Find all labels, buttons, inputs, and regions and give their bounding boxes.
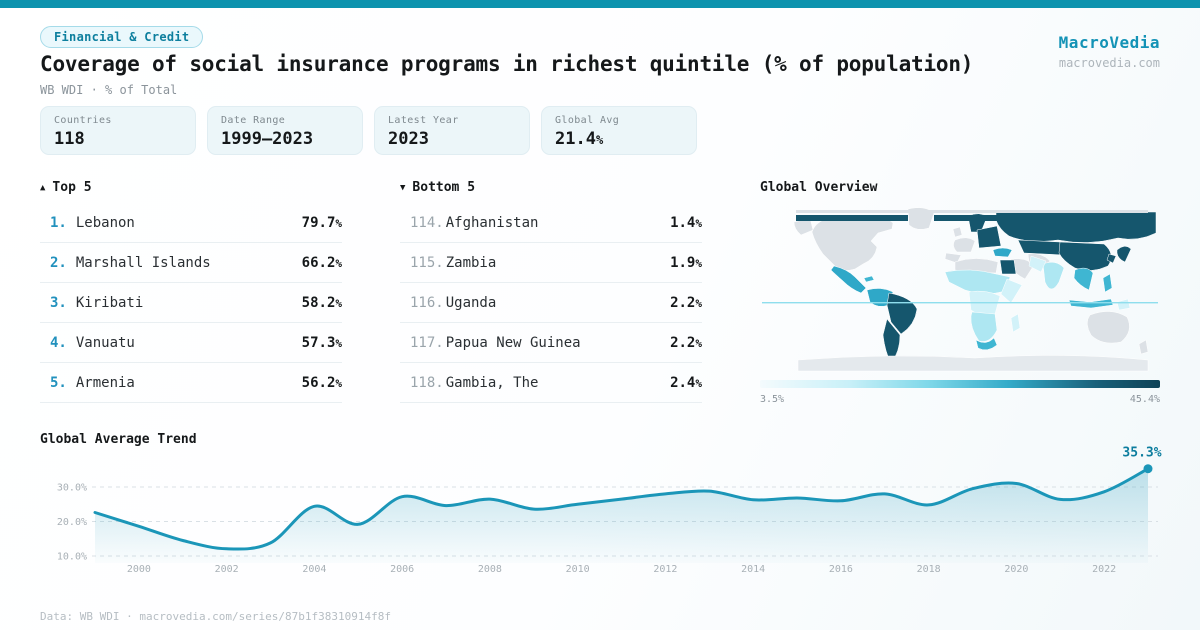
svg-text:2016: 2016 [829,564,853,575]
country-value: 1.4% [670,214,702,231]
svg-text:2000: 2000 [127,564,151,575]
top5-rows: 1. Lebanon 79.7% 2. Marshall Islands 66.… [40,203,342,403]
country-value: 1.9% [670,254,702,271]
stat-card-global-avg: Global Avg 21.4% [541,106,697,155]
list-item: 114. Afghanistan 1.4% [400,203,702,243]
stat-card-latest-year: Latest Year 2023 [374,106,530,155]
svg-text:2022: 2022 [1092,564,1116,575]
rank-number: 118. [410,374,444,391]
country-value: 79.7% [301,214,342,231]
legend-min-label: 3.5% [760,394,785,405]
country-value: 2.2% [670,334,702,351]
brand-name[interactable]: MacroVedia [1058,33,1160,52]
list-item: 117. Papua New Guinea 2.2% [400,323,702,363]
list-item: 2. Marshall Islands 66.2% [40,243,342,283]
svg-text:20.0%: 20.0% [57,517,87,528]
rank-number: 1. [50,214,67,231]
list-item: 116. Uganda 2.2% [400,283,702,323]
country-value: 2.4% [670,374,702,391]
triangle-up-icon: ▲ [40,183,46,193]
stat-label: Date Range [221,115,286,126]
rank-number: 116. [410,294,444,311]
svg-text:2002: 2002 [215,564,239,575]
page-subtitle: WB WDI · % of Total [40,83,178,97]
list-item: 115. Zambia 1.9% [400,243,702,283]
top-accent-bar [0,0,1200,8]
country-name: Vanuatu [75,334,135,351]
map-legend-gradient [760,380,1160,388]
country-name: Marshall Islands [75,254,211,271]
country-name: Gambia, The [445,374,539,391]
stat-card-countries: Countries 118 [40,106,196,155]
list-item: 1. Lebanon 79.7% [40,203,342,243]
category-badge-label: Financial & Credit [54,30,190,44]
rank-number: 115. [410,254,444,271]
stat-cards: Countries 118 Date Range 1999–2023 Lates… [40,106,697,155]
country-value: 2.2% [670,294,702,311]
list-item: 118. Gambia, The 2.4% [400,363,702,403]
stat-value: 21.4% [555,129,604,149]
rank-number: 114. [410,214,444,231]
rank-number: 117. [410,334,444,351]
country-name: Afghanistan [445,214,539,231]
list-item: 4. Vanuatu 57.3% [40,323,342,363]
country-value: 56.2% [301,374,342,391]
rank-number: 3. [50,294,67,311]
country-value: 58.2% [301,294,342,311]
svg-text:2012: 2012 [653,564,677,575]
map-legend-labels: 3.5% 45.4% [760,394,1160,405]
bottom5-section: ▼ Bottom 5 114. Afghanistan 1.4% 115. Zam… [400,180,702,403]
svg-text:30.0%: 30.0% [57,483,87,494]
category-badge[interactable]: Financial & Credit [40,26,204,48]
brand-url-link[interactable]: macrovedia.com [1058,56,1160,70]
svg-text:2018: 2018 [917,564,941,575]
country-value: 66.2% [301,254,342,271]
triangle-down-icon: ▼ [400,183,406,193]
country-name: Kiribati [75,294,144,311]
global-overview-section: Global Overview [760,180,1160,405]
footer-source: Data: WB WDI · macrovedia.com/series/87b… [40,610,391,623]
stat-value: 118 [54,129,85,149]
country-name: Zambia [445,254,497,271]
top5-section: ▲ Top 5 1. Lebanon 79.7% 2. Marshall Isla… [40,180,342,403]
map-title: Global Overview [760,180,878,195]
trend-chart-svg: 30.0% 20.0% 10.0% 2000 2002 2004 2006 2008 2010 2… [57,446,1162,575]
world-choropleth-map [762,207,1158,372]
svg-text:35.3%: 35.3% [1122,446,1161,461]
svg-text:2010: 2010 [566,564,590,575]
svg-text:2014: 2014 [741,564,765,575]
rank-number: 2. [50,254,67,271]
list-item: 3. Kiribati 58.2% [40,283,342,323]
brand: MacroVedia macrovedia.com [1059,33,1160,70]
country-name: Lebanon [75,214,135,231]
svg-text:2008: 2008 [478,564,502,575]
stat-card-date-range: Date Range 1999–2023 [207,106,363,155]
country-name: Armenia [75,374,135,391]
svg-text:2006: 2006 [390,564,414,575]
top5-header: ▲ Top 5 [40,180,92,195]
svg-text:2004: 2004 [302,564,326,575]
country-value: 57.3% [301,334,342,351]
rank-number: 5. [50,374,67,391]
bottom5-rows: 114. Afghanistan 1.4% 115. Zambia 1.9% 1… [400,203,702,403]
trend-title: Global Average Trend [40,432,197,447]
rank-number: 4. [50,334,67,351]
country-name: Uganda [445,294,497,311]
svg-text:10.0%: 10.0% [57,552,87,563]
list-item: 5. Armenia 56.2% [40,363,342,403]
stat-value: 2023 [388,129,429,149]
country-name: Papua New Guinea [445,334,581,351]
bottom5-header: ▼ Bottom 5 [400,180,476,195]
stat-value: 1999–2023 [221,129,314,149]
stat-label: Countries [54,115,112,126]
stat-label: Latest Year [388,115,459,126]
legend-max-label: 45.4% [1129,394,1160,405]
stat-label: Global Avg [555,115,620,126]
page-title: Coverage of social insurance programs in… [40,52,974,76]
svg-text:2020: 2020 [1004,564,1028,575]
